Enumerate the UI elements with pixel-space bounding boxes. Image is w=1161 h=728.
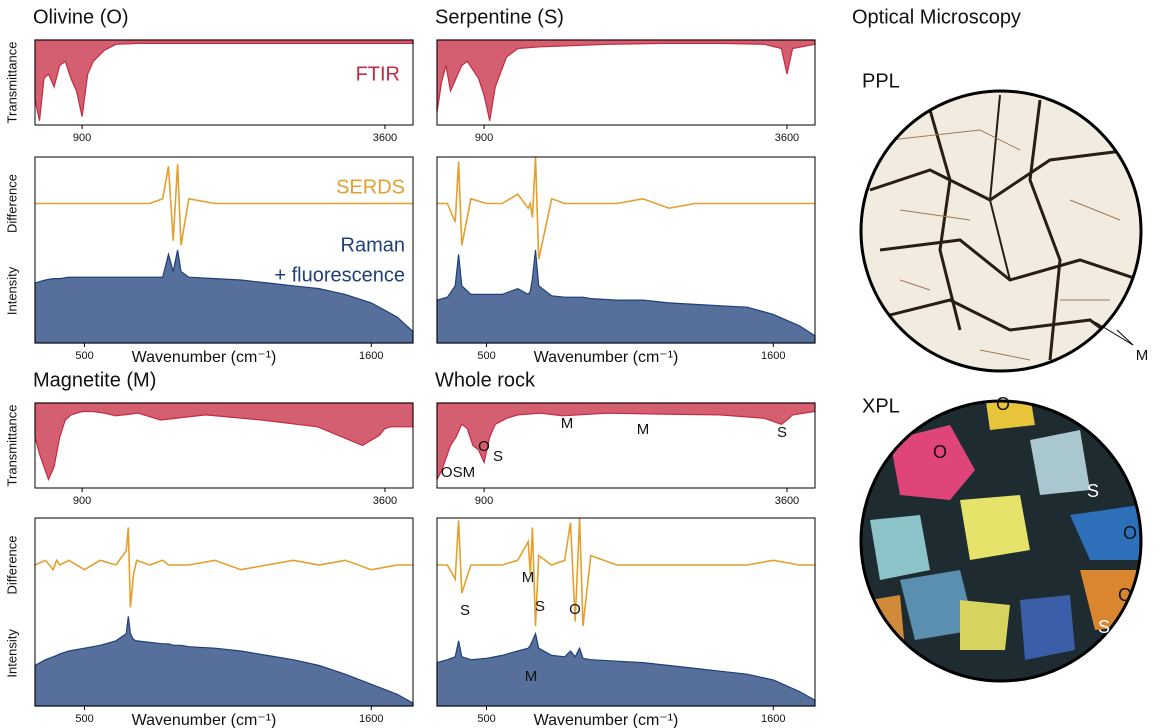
- difference-line: [437, 157, 815, 259]
- x-axis-label: Wavenumber (cm⁻¹): [534, 349, 679, 366]
- panel: [35, 527, 413, 706]
- panel: [35, 403, 413, 480]
- panel-title: Whole rock: [435, 369, 536, 391]
- figure: Optical Microscopy PPL M XPL: [0, 0, 1161, 728]
- x-tick-label: 500: [75, 713, 93, 725]
- spectrum-area: [437, 403, 815, 480]
- xpl-annotation: O: [1123, 523, 1137, 543]
- difference-line: [35, 527, 413, 607]
- ppl-annotation: M: [1136, 347, 1149, 364]
- panel: [437, 403, 815, 480]
- annotation: M: [561, 415, 574, 432]
- x-tick-label: 900: [475, 495, 493, 507]
- x-tick-label: 1600: [359, 350, 383, 362]
- x-tick-label: 1600: [761, 713, 785, 725]
- xpl-annotation: O: [996, 394, 1010, 414]
- annotation: O: [478, 438, 490, 455]
- y-axis-label: Intensity: [4, 629, 19, 678]
- annotation: O: [569, 601, 581, 618]
- xpl-annotation: S: [1087, 481, 1099, 501]
- x-tick-label: 3600: [775, 132, 799, 144]
- m-arrow: [1095, 322, 1133, 345]
- x-tick-label: 500: [477, 713, 495, 725]
- x-axis-label: Wavenumber (cm⁻¹): [534, 712, 679, 728]
- annotation: SERDS: [336, 176, 405, 198]
- annotation: S: [493, 448, 503, 465]
- xpl-annotation: S: [1098, 617, 1110, 637]
- annotation: Raman: [341, 234, 405, 256]
- x-tick-label: 500: [75, 350, 93, 362]
- annotation: S: [460, 602, 470, 619]
- spectrum-area: [437, 634, 815, 706]
- annotation: M: [637, 421, 650, 438]
- xpl-label: XPL: [862, 395, 900, 417]
- panel: [437, 518, 815, 706]
- annotation: OSM: [441, 464, 475, 481]
- y-axis-label: Difference: [4, 535, 19, 594]
- ppl-label: PPL: [862, 70, 900, 92]
- x-axis-label: Wavenumber (cm⁻¹): [132, 712, 277, 728]
- x-tick-label: 3600: [373, 132, 397, 144]
- x-tick-label: 1600: [359, 713, 383, 725]
- xpl-annotation: O: [933, 442, 947, 462]
- y-axis-label: Transmittance: [4, 42, 19, 124]
- panel: [437, 157, 815, 343]
- panel-title: Magnetite (M): [33, 369, 156, 391]
- x-tick-label: 900: [73, 495, 91, 507]
- spectrum-area: [437, 40, 815, 121]
- panel-title: Olivine (O): [33, 6, 129, 28]
- annotation: M: [525, 668, 538, 685]
- xpl-annotation: S: [922, 661, 934, 681]
- annotation: + fluorescence: [274, 264, 405, 286]
- x-tick-label: 3600: [373, 495, 397, 507]
- panel: [437, 40, 815, 121]
- spectrum-area: [35, 616, 413, 706]
- panel-title: Serpentine (S): [435, 6, 564, 28]
- spectrum-area: [437, 250, 815, 343]
- annotation: S: [777, 424, 787, 441]
- x-axis-label: Wavenumber (cm⁻¹): [132, 349, 277, 366]
- annotation: FTIR: [356, 63, 400, 85]
- microscopy-title: Optical Microscopy: [852, 6, 1021, 28]
- y-axis-label: Difference: [4, 174, 19, 233]
- y-axis-label: Intensity: [4, 266, 19, 315]
- annotation: M: [522, 569, 535, 586]
- y-axis-label: Transmittance: [4, 405, 19, 487]
- x-tick-label: 500: [477, 350, 495, 362]
- x-tick-label: 900: [73, 132, 91, 144]
- spectrum-area: [35, 403, 413, 480]
- xpl-annotation: O: [1118, 585, 1132, 605]
- difference-line: [437, 518, 815, 626]
- x-tick-label: 3600: [775, 495, 799, 507]
- x-tick-label: 1600: [761, 350, 785, 362]
- x-tick-label: 900: [475, 132, 493, 144]
- annotation: S: [535, 598, 545, 615]
